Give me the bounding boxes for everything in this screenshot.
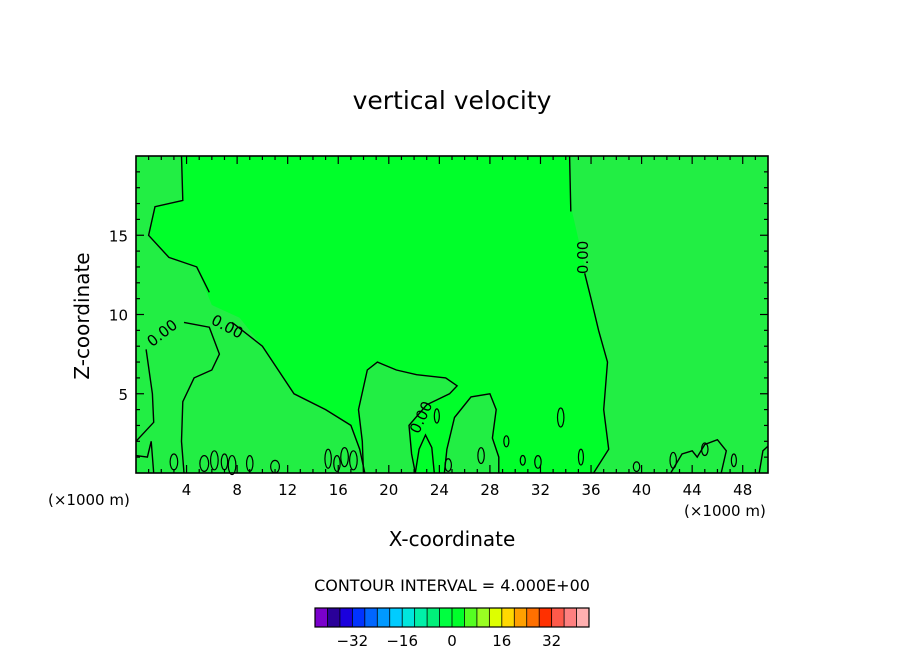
zero-contour-2	[231, 321, 366, 474]
chart-title: vertical velocity	[352, 86, 552, 115]
colorbar-tick-label: 32	[542, 632, 561, 650]
colorbar-tick-label: 16	[492, 632, 511, 650]
colorbar-swatch	[576, 608, 590, 627]
x-tick-label: 20	[379, 481, 398, 499]
zero-contour-9	[414, 433, 435, 474]
zero-contour-10	[670, 438, 728, 474]
contour-cell-13	[503, 435, 510, 448]
contour-cell-4	[227, 454, 237, 476]
colorbar-swatch	[476, 608, 490, 627]
contour-label-3: 0.00	[574, 241, 592, 274]
x-tick-label: 36	[581, 481, 600, 499]
colorbar-swatch	[364, 608, 378, 627]
contour-cell-19	[669, 451, 678, 469]
zero-contour-5	[135, 349, 155, 442]
colorbar-swatch	[439, 608, 453, 627]
y-tick-label: 15	[109, 227, 128, 245]
contour-cell-1	[199, 454, 210, 472]
contour-cell-11	[433, 408, 440, 424]
contour-cell-20	[700, 442, 709, 457]
colorbar-swatch	[315, 608, 328, 627]
colorbar-swatch	[526, 608, 540, 627]
zero-contour-11	[758, 445, 769, 474]
zero-contour-1	[147, 155, 210, 293]
colorbar-swatch	[377, 608, 391, 627]
contour-cell-23	[444, 458, 453, 472]
contour-cell-14	[519, 454, 526, 466]
colorbar-tick-label: 0	[447, 632, 457, 650]
colorbar-swatch	[339, 608, 353, 627]
colorbar-swatch	[551, 608, 565, 627]
y-tick-label: 10	[109, 307, 128, 325]
colorbar-swatch	[514, 608, 528, 627]
contour-cell-7	[324, 448, 332, 469]
colorbar-swatch	[501, 608, 515, 627]
x-tick-label: 12	[278, 481, 297, 499]
colorbar-swatch	[414, 608, 428, 627]
colorbar-swatch	[352, 608, 366, 627]
zero-contour-6	[180, 321, 221, 474]
contour-cell-17	[577, 448, 585, 466]
x-tick-label: 32	[531, 481, 550, 499]
colorbar-swatch	[389, 608, 403, 627]
y-tick-label: 5	[118, 386, 128, 404]
colorbar-swatch	[489, 608, 503, 627]
contour-interval-label: CONTOUR INTERVAL = 4.000E+00	[314, 576, 590, 595]
x-unit-label-left: (×1000 m)	[48, 491, 130, 509]
x-tick-label: 4	[182, 481, 192, 499]
colorbar-tick-label: −32	[337, 632, 369, 650]
colorbar-tick-label: −16	[386, 632, 418, 650]
colorbar-swatch	[427, 608, 440, 627]
x-unit-label-right: (×1000 m)	[684, 502, 766, 520]
x-tick-label: 8	[232, 481, 242, 499]
colorbar-swatch	[402, 608, 415, 627]
contour-cell-15	[534, 455, 542, 469]
x-tick-label: 48	[733, 481, 752, 499]
contour-cell-18	[632, 461, 641, 473]
colorbar-swatch	[327, 608, 341, 627]
contour-region-2	[569, 156, 768, 473]
contour-cell-2	[209, 450, 219, 471]
contour-region-3	[358, 362, 458, 473]
x-tick-label: 44	[683, 481, 702, 499]
contour-region-1	[136, 156, 365, 473]
contour-cell-8	[333, 454, 341, 472]
colorbar-swatch	[539, 608, 552, 627]
x-tick-label: 28	[480, 481, 499, 499]
zero-contour-8	[443, 393, 500, 474]
colorbar-swatch	[564, 608, 577, 627]
zero-contour-4	[584, 273, 610, 474]
zero-contour-7	[357, 361, 459, 474]
x-tick-label: 16	[329, 481, 348, 499]
x-tick-label: 40	[632, 481, 651, 499]
contour-cell-9	[340, 447, 349, 468]
contour-cell-16	[556, 407, 565, 428]
colorbar-frame	[314, 607, 590, 628]
contour-cell-10	[349, 450, 358, 471]
zero-contour-3	[568, 155, 572, 212]
contour-cell-21	[730, 453, 737, 468]
zero-contour-12	[135, 441, 155, 474]
contour-cell-12	[477, 447, 485, 465]
colorbar-swatch	[452, 608, 465, 627]
colorbar-swatch	[464, 608, 478, 627]
x-axis-label: X-coordinate	[388, 527, 516, 551]
x-tick-label: 24	[430, 481, 449, 499]
